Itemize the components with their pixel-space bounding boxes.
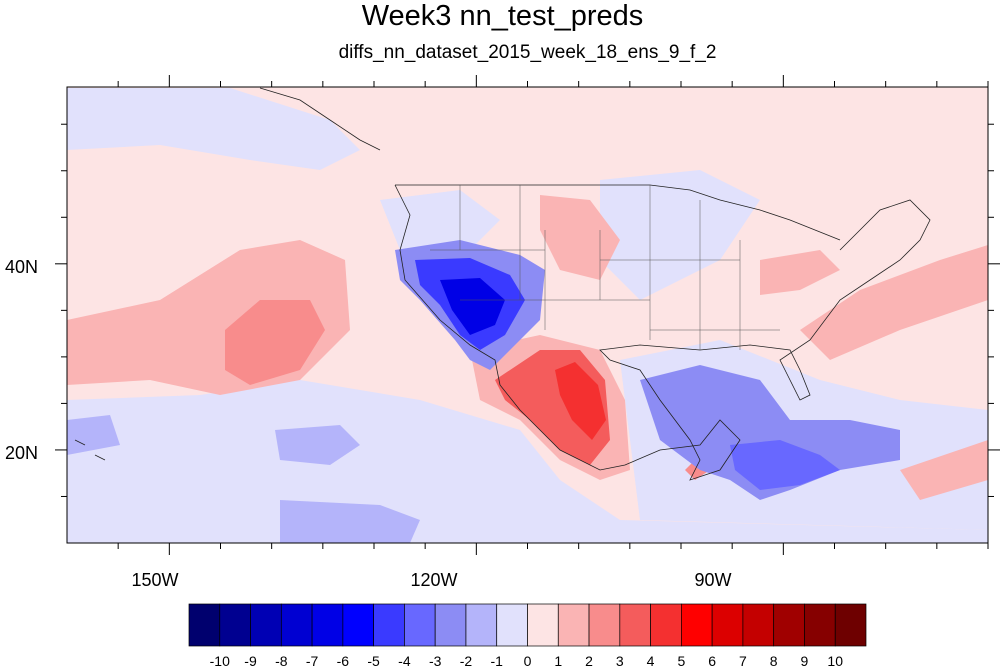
coastline-alaska — [259, 87, 381, 151]
contour-neg6-southwest — [440, 278, 505, 335]
colorbar-swatch — [527, 603, 559, 647]
coastline-hawaii — [74, 439, 106, 461]
colorbar-label: 2 — [585, 653, 593, 669]
colorbar-swatch — [496, 603, 528, 647]
colorbar-label: 5 — [677, 653, 686, 669]
colorbar-label: -7 — [305, 653, 319, 669]
contour-6-mexico — [555, 362, 606, 440]
figure-subtitle: diffs_nn_dataset_2015_week_18_ens_9_f_2 — [338, 42, 717, 63]
lat-tick-label: 40N — [4, 257, 38, 277]
lat-tick-label: 20N — [4, 443, 38, 463]
coastline-north-america — [394, 184, 931, 481]
colorbar-label: -5 — [367, 653, 380, 669]
contour-neg1-pacific-north — [67, 88, 360, 170]
colorbar — [188, 603, 867, 647]
contour-2-ohio — [760, 250, 840, 295]
colorbar-label: -9 — [244, 653, 257, 669]
colorbar-label: 10 — [827, 653, 843, 669]
colorbar-swatch — [619, 603, 651, 647]
contour-3-central-pacific — [225, 300, 325, 385]
lon-tick-label: 90W — [694, 570, 732, 590]
colorbar-swatch — [280, 603, 313, 647]
colorbar-label: 8 — [769, 653, 778, 669]
contour-neg2-pacific-mid — [275, 425, 360, 465]
colorbar-swatch — [434, 603, 467, 647]
colorbar-label: 0 — [523, 653, 532, 669]
colorbar-swatch — [250, 603, 282, 647]
colorbar-label: -8 — [275, 653, 288, 669]
colorbar-label: -1 — [490, 653, 503, 669]
colorbar-swatch — [557, 603, 590, 647]
contour-neg3-gulf — [730, 440, 840, 490]
contour-2-caribbean-east — [900, 440, 988, 500]
colorbar-swatch — [650, 603, 682, 647]
colorbar-label: -3 — [428, 653, 442, 669]
axis-ticks — [55, 75, 1000, 555]
colorbar-label: -6 — [336, 653, 350, 669]
colorbar-label: 6 — [708, 653, 717, 669]
colorbar-label: 7 — [739, 653, 747, 669]
colorbar-label: 1 — [554, 653, 563, 669]
contour-neg1-plains — [600, 170, 760, 300]
colorbar-label: 3 — [615, 653, 624, 669]
colorbar-swatch — [804, 603, 836, 647]
colorbar-swatch — [711, 603, 744, 647]
lon-tick-label: 120W — [410, 570, 458, 590]
state-borders — [430, 185, 780, 350]
colorbar-swatch — [404, 603, 436, 647]
colorbar-label: -2 — [459, 653, 473, 669]
contour-neg2-pacific-south — [280, 500, 420, 543]
colorbar-swatch — [588, 603, 621, 647]
colorbar-swatch — [681, 603, 713, 647]
colorbar-label: 4 — [646, 653, 655, 669]
colorbar-swatch — [373, 603, 405, 647]
colorbar-swatch — [742, 603, 775, 647]
contour-field — [67, 87, 988, 543]
colorbar-label: -4 — [398, 653, 411, 669]
colorbar-swatch — [219, 603, 251, 647]
colorbar-label: 9 — [800, 653, 809, 669]
contour-neg1-canada — [380, 190, 500, 250]
colorbar-swatch — [311, 603, 344, 647]
contour-neg2-hawaii — [67, 415, 120, 455]
colorbar-swatch — [342, 603, 374, 647]
colorbar-swatch — [834, 603, 867, 647]
colorbar-swatch — [188, 603, 221, 647]
state-border-lines — [430, 185, 780, 350]
colorbar-label: -10 — [209, 653, 230, 669]
lon-tick-label: 150W — [131, 570, 179, 590]
colorbar-swatch — [465, 603, 498, 647]
figure-title: Week3 nn_test_preds — [361, 0, 644, 32]
contour-2-atlantic — [800, 245, 988, 360]
colorbar-swatch — [773, 603, 805, 647]
